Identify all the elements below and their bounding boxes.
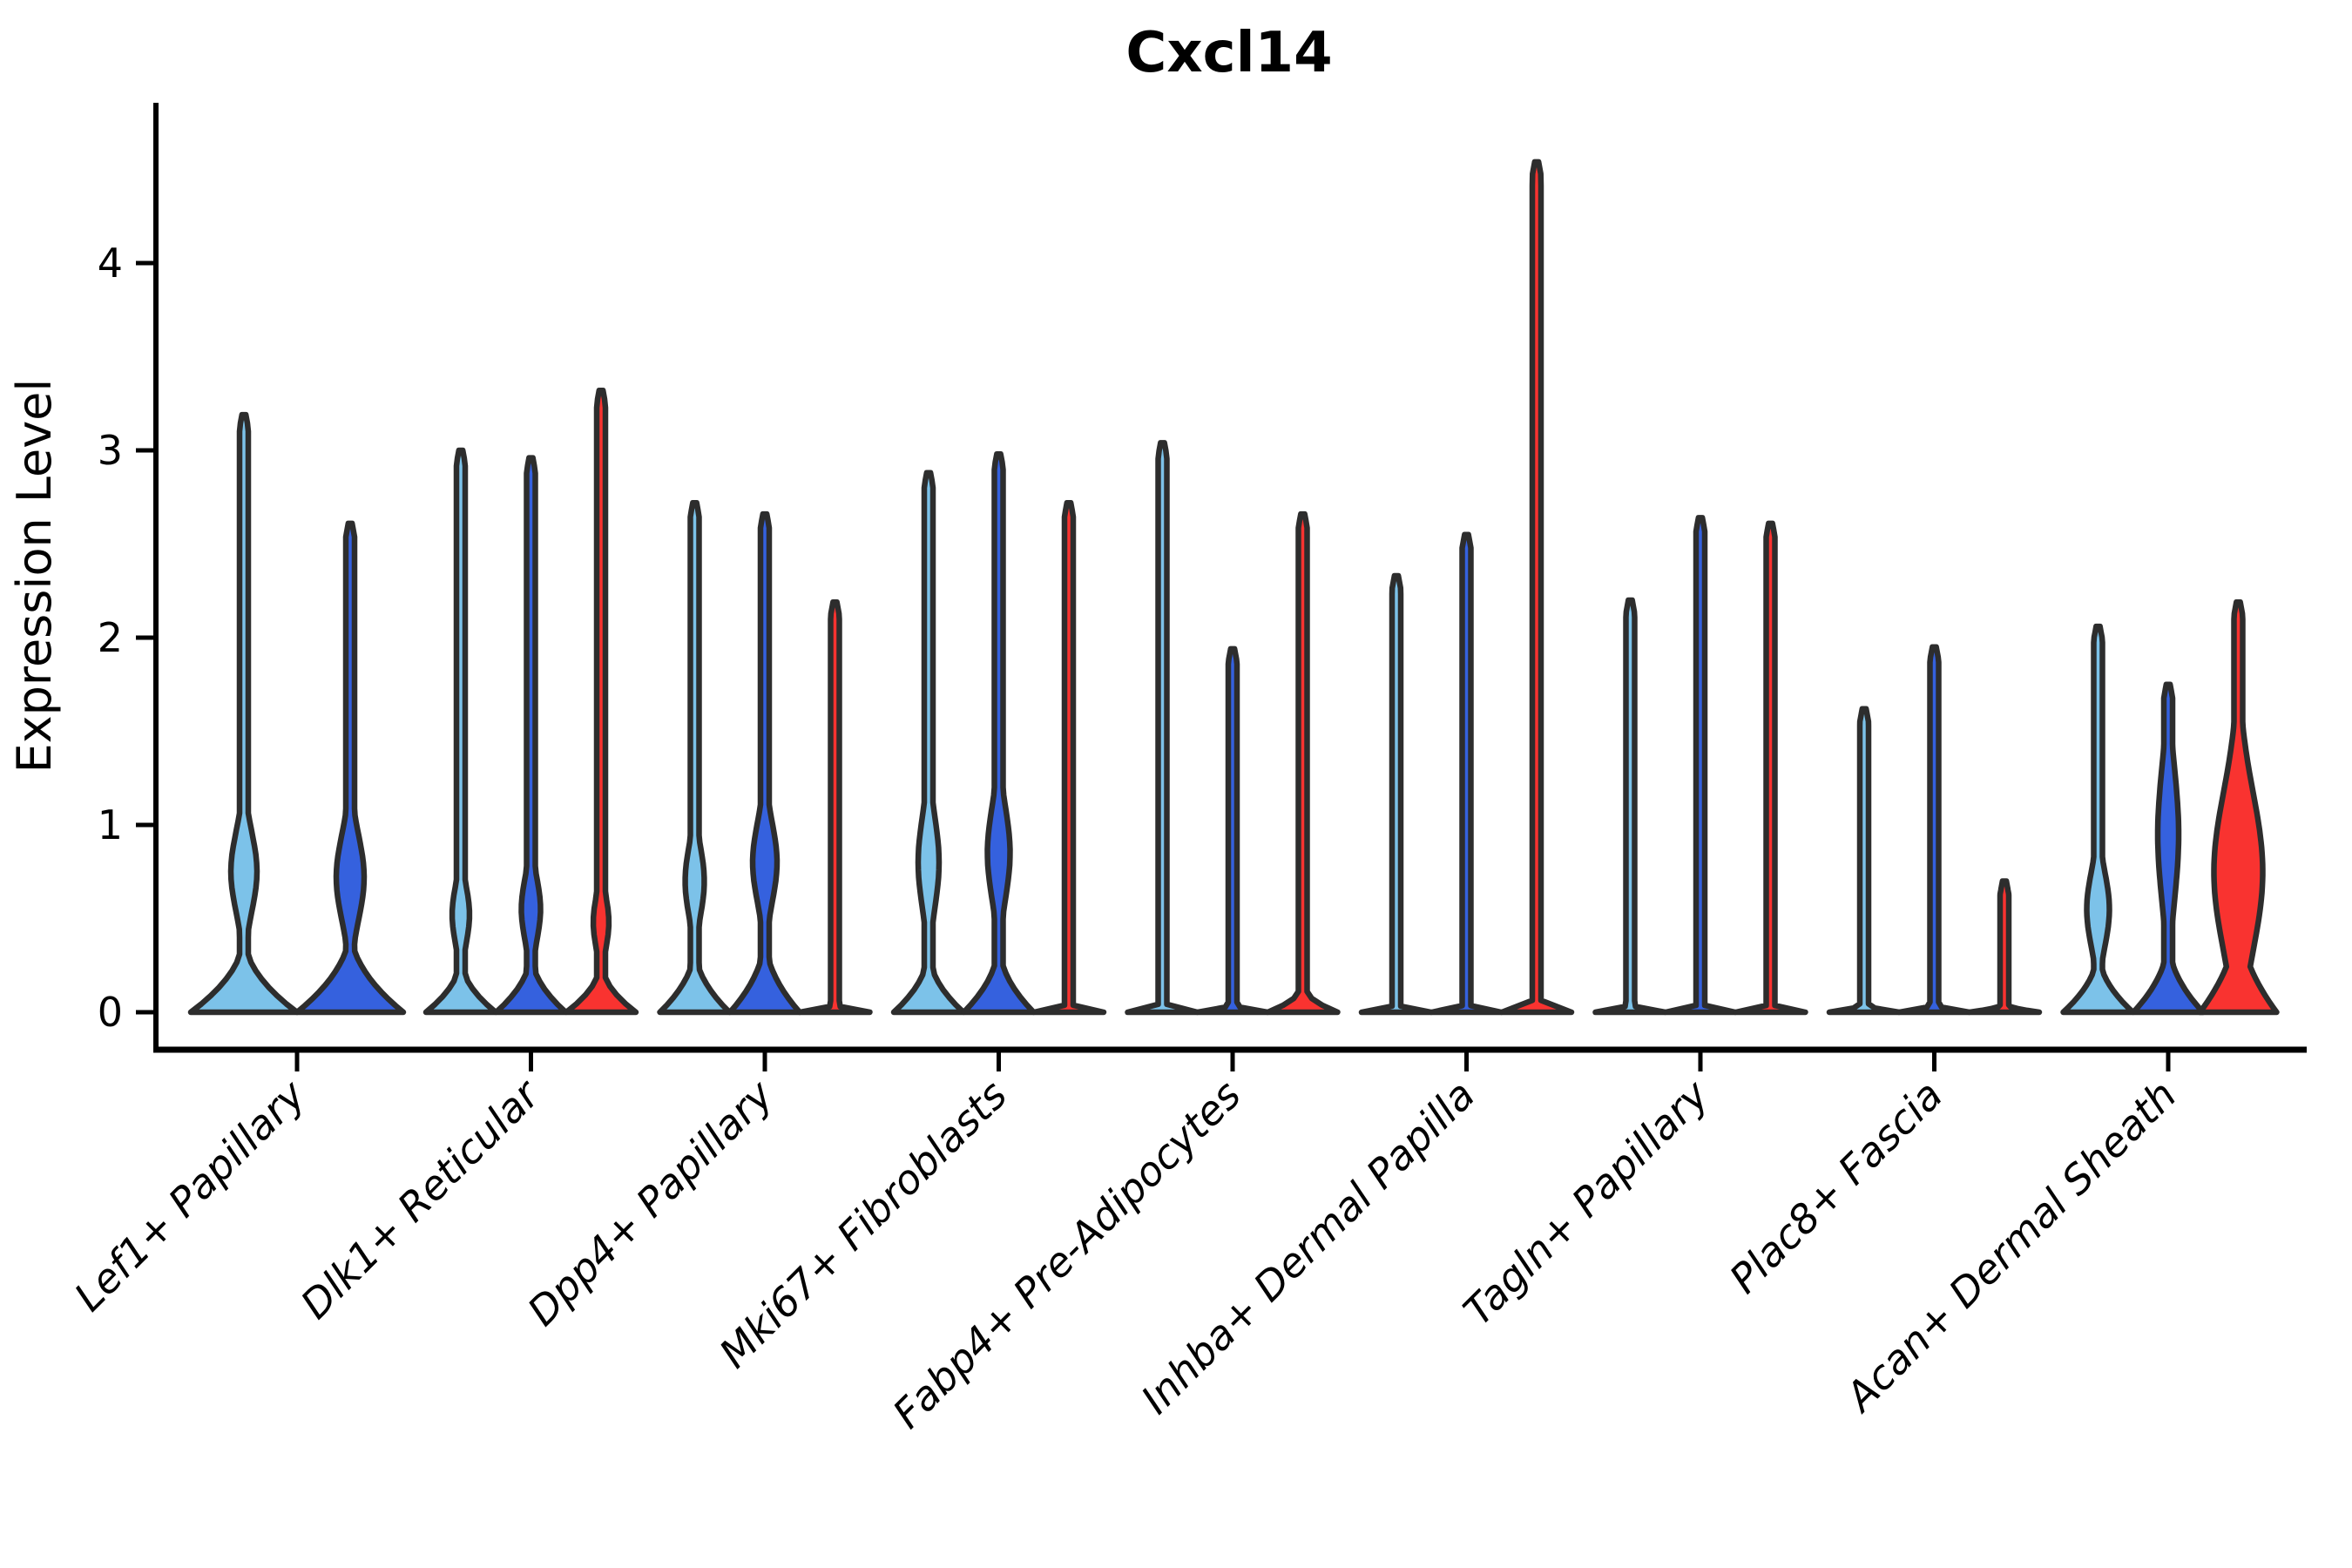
violin-dlk1-reticular-dark_blue [493,455,569,1016]
violin-plac8-fascia-dark_blue [1896,644,1972,1016]
violin-acan-dermal-sheath-dark_blue [2130,681,2207,1016]
y-axis-label: Expression Level [7,379,62,774]
violin-acan-dermal-sheath-red [2197,598,2280,1016]
violin-dpp4-papillary-dark_blue [727,510,803,1016]
violin-mki67-fibroblasts-light_blue [890,470,967,1016]
chart-title: Cxcl14 [1125,21,1332,85]
y-tick-label-1: 1 [98,801,123,848]
violin-dlk1-reticular-red [563,387,639,1016]
violin-tagln-papillary-light_blue [1592,597,1668,1016]
violin-inhba-dermal-papilla-red [1498,159,1575,1016]
violin-dpp4-papillary-red [797,598,873,1016]
violin-inhba-dermal-papilla-dark_blue [1429,531,1504,1016]
y-tick-label-4: 4 [98,240,123,287]
violin-lef1-papillary-light_blue [187,411,301,1016]
violin-dpp4-papillary-light_blue [657,499,733,1016]
violin-lef1-papillary-dark_blue [294,520,407,1016]
violin-tagln-papillary-red [1733,520,1808,1016]
violin-mki67-fibroblasts-dark_blue [961,451,1037,1016]
violin-inhba-dermal-papilla-light_blue [1358,572,1435,1016]
violin-mki67-fibroblasts-red [1031,499,1107,1016]
violin-fabp4-pre-adipocytes-light_blue [1125,440,1200,1016]
violin-fabp4-pre-adipocytes-red [1265,510,1341,1016]
y-tick-label-3: 3 [98,427,123,474]
y-tick-label-0: 0 [98,989,123,1036]
violin-plac8-fascia-light_blue [1826,706,1903,1016]
violin-fabp4-pre-adipocytes-dark_blue [1194,645,1271,1016]
violin-tagln-papillary-dark_blue [1662,515,1739,1016]
violin-dlk1-reticular-light_blue [422,447,499,1016]
violin-acan-dermal-sheath-light_blue [2060,623,2136,1016]
violin-plac8-fascia-red [1966,878,2043,1016]
y-tick-label-2: 2 [98,614,123,661]
